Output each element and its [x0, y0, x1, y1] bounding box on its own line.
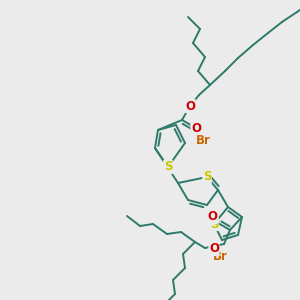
Text: O: O	[185, 100, 195, 112]
Text: S: S	[164, 160, 172, 173]
Text: S: S	[203, 170, 211, 184]
Text: O: O	[209, 242, 219, 256]
Text: O: O	[191, 122, 201, 134]
Text: Br: Br	[213, 250, 227, 262]
Text: S: S	[210, 218, 218, 230]
Text: O: O	[207, 211, 217, 224]
Text: Br: Br	[196, 134, 210, 146]
